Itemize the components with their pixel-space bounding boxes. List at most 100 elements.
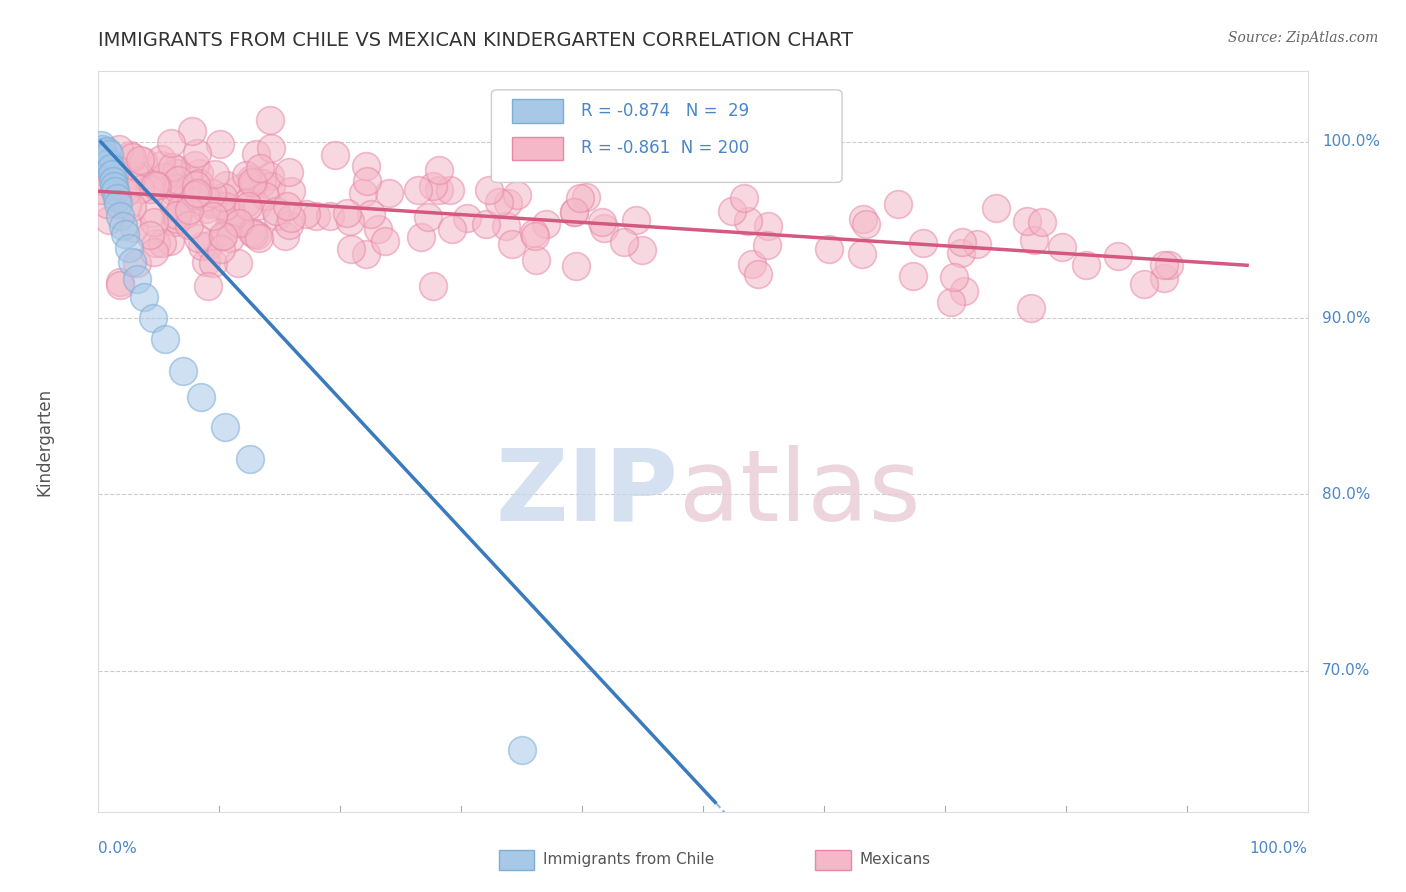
Point (174, 207, 197, 221)
Point (1153, 258, 1175, 272)
Point (235, 195, 257, 210)
Point (108, 142, 131, 156)
Point (378, 186, 401, 201)
Point (214, 420, 236, 434)
Point (280, 211, 302, 225)
Point (100, 167, 122, 181)
Point (429, 162, 451, 177)
Point (593, 221, 616, 235)
Point (166, 212, 188, 227)
Point (305, 209, 328, 223)
Point (221, 209, 243, 223)
Point (238, 199, 260, 213)
Point (118, 241, 141, 255)
Point (266, 203, 288, 218)
Point (117, 199, 139, 213)
Point (181, 124, 204, 138)
Point (125, 256, 148, 270)
Point (127, 272, 149, 286)
Point (181, 173, 204, 187)
Point (818, 242, 841, 256)
FancyBboxPatch shape (492, 90, 842, 183)
Point (184, 158, 207, 172)
Point (96, 197, 118, 211)
Point (1019, 301, 1042, 315)
Point (488, 194, 510, 209)
Point (214, 199, 236, 213)
Point (146, 178, 169, 193)
Point (260, 178, 283, 193)
Point (242, 175, 264, 189)
Point (91, 145, 114, 160)
Point (422, 278, 444, 293)
Point (96, 144, 118, 158)
Point (374, 234, 396, 248)
Point (172, 364, 194, 378)
Point (1153, 271, 1175, 285)
Point (756, 237, 779, 252)
Point (122, 221, 145, 235)
Point (721, 203, 744, 218)
Point (510, 743, 533, 757)
Point (142, 245, 165, 260)
Point (186, 146, 208, 161)
Point (145, 236, 167, 251)
Point (93, 149, 115, 163)
Point (575, 190, 598, 204)
Point (218, 230, 240, 244)
Point (562, 205, 585, 219)
Point (120, 148, 142, 162)
Point (177, 184, 200, 198)
Point (408, 183, 430, 197)
Text: 0.0%: 0.0% (98, 841, 138, 856)
Point (247, 231, 270, 245)
Point (214, 200, 236, 214)
Point (104, 184, 127, 198)
Point (204, 167, 226, 181)
Point (1107, 249, 1129, 263)
Point (495, 219, 517, 233)
Point (336, 205, 359, 219)
Point (211, 229, 233, 244)
Point (259, 141, 281, 155)
Point (259, 113, 281, 128)
Point (153, 169, 176, 184)
Point (354, 160, 377, 174)
Point (1132, 277, 1154, 292)
Text: 70.0%: 70.0% (1322, 663, 1371, 678)
Text: 80.0%: 80.0% (1322, 487, 1371, 502)
Point (159, 136, 181, 150)
Point (737, 213, 759, 227)
Point (246, 199, 269, 213)
Point (149, 158, 172, 172)
Point (565, 259, 588, 273)
Point (524, 252, 547, 267)
Point (90, 138, 112, 153)
Point (128, 153, 150, 168)
Point (107, 196, 129, 211)
Point (91, 142, 114, 156)
Point (121, 200, 143, 214)
Point (208, 136, 231, 151)
Point (132, 169, 155, 184)
Text: Source: ZipAtlas.com: Source: ZipAtlas.com (1227, 31, 1378, 45)
Point (984, 201, 1007, 215)
Point (90, 183, 112, 197)
Point (851, 247, 873, 261)
Point (523, 227, 546, 241)
Point (323, 148, 346, 162)
Point (1052, 240, 1074, 254)
Point (194, 190, 217, 204)
Point (142, 311, 165, 326)
Point (165, 215, 187, 229)
Point (108, 277, 131, 292)
Point (506, 187, 529, 202)
Point (197, 279, 219, 293)
Point (149, 153, 172, 167)
Point (209, 242, 232, 256)
Point (901, 268, 924, 283)
Point (360, 206, 382, 220)
Point (1024, 233, 1046, 247)
Point (195, 255, 218, 269)
Bar (512, 100, 562, 123)
